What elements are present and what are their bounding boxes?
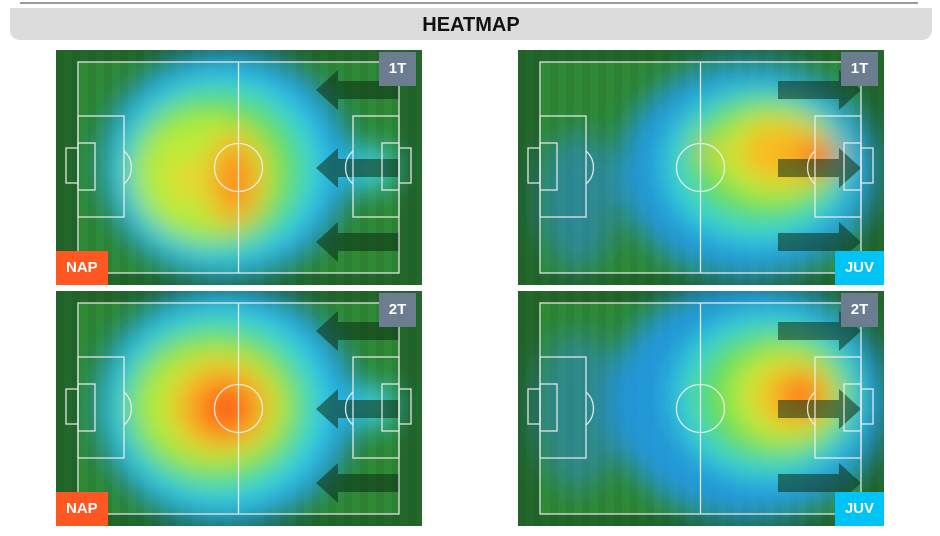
attack-arrows [316, 311, 399, 503]
heatmap-panel-juv-2t: 2T JUV [518, 291, 884, 526]
pitch-lines [527, 302, 874, 515]
period-badge: 1T [841, 52, 878, 86]
heatmap-panel-nap-1t: 1T NAP [56, 50, 422, 285]
team-badge-nap: NAP [56, 492, 108, 526]
heat-blob [538, 130, 618, 270]
period-badge: 2T [379, 293, 416, 327]
attack-arrows [778, 311, 861, 503]
pitch-lines [527, 61, 874, 274]
pitch-heatmap [518, 291, 884, 526]
team-badge-juv: JUV [834, 492, 884, 526]
heat-blob [196, 381, 256, 437]
heat-blob [698, 140, 718, 160]
page-title: HEATMAP [422, 14, 520, 36]
heat-layer [538, 60, 878, 280]
period-badge: 2T [841, 293, 878, 327]
arrow-icon [778, 389, 861, 429]
pitch-heatmap [56, 50, 422, 285]
top-divider [20, 2, 918, 4]
pitch-heatmap [56, 291, 422, 526]
pitch-lines [65, 61, 412, 274]
arrow-icon [316, 389, 399, 429]
period-badge: 1T [379, 52, 416, 86]
attack-arrows [778, 70, 861, 262]
arrow-icon [778, 148, 861, 188]
arrow-icon [316, 463, 399, 503]
team-badge-juv: JUV [834, 251, 884, 285]
arrow-icon [316, 148, 399, 188]
pitch-lines [65, 302, 412, 515]
attack-arrows [316, 70, 399, 262]
heat-blob [226, 150, 246, 210]
arrow-icon [316, 311, 399, 351]
heatmap-panel-juv-1t: 1T JUV [518, 50, 884, 285]
heatmap-panel-nap-2t: 2T NAP [56, 291, 422, 526]
heatmap-header: HEATMAP [10, 8, 932, 40]
arrow-icon [778, 311, 861, 351]
arrow-icon [778, 70, 861, 110]
arrow-icon [316, 70, 399, 110]
arrow-icon [316, 222, 399, 262]
team-badge-nap: NAP [56, 251, 108, 285]
pitch-heatmap [518, 50, 884, 285]
heat-layer [96, 291, 399, 526]
heat-blob [172, 158, 200, 202]
heat-blob [533, 331, 623, 491]
